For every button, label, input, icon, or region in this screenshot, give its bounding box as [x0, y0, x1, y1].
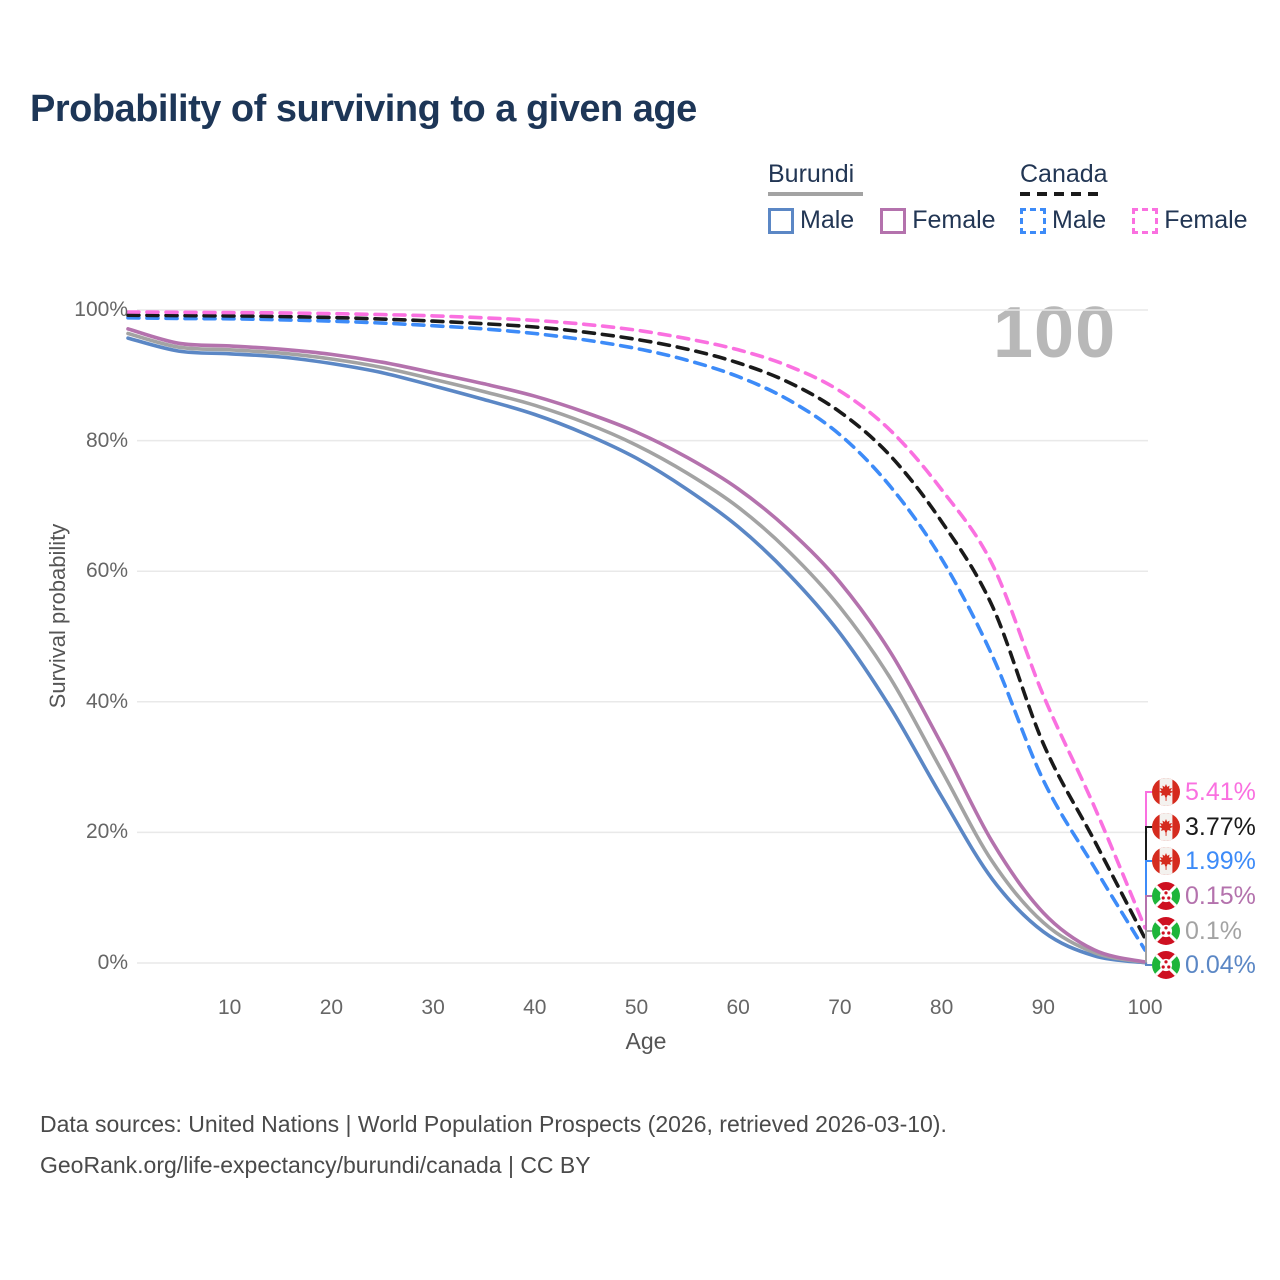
burundi-flag-icon: [1152, 917, 1180, 945]
canada-flag-icon: [1152, 847, 1180, 875]
canada-flag-icon: [1152, 847, 1180, 875]
x-tick-label: 40: [523, 996, 547, 1019]
end-label-leader-burundi-male: [1145, 962, 1152, 966]
chart-title: Probability of surviving to a given age: [30, 88, 697, 130]
x-tick-label: 70: [828, 996, 852, 1019]
end-label-value: 5.41%: [1185, 777, 1256, 806]
burundi-flag-icon: [1152, 882, 1180, 910]
x-tick-label: 50: [624, 996, 649, 1019]
legend-item-label: Female: [912, 206, 996, 234]
burundi-flag-icon: [1152, 917, 1180, 945]
x-axis-title: Age: [625, 1028, 667, 1054]
series-line-canada-both[interactable]: [126, 313, 1147, 941]
burundi-flag-icon: [1152, 951, 1180, 979]
x-tick-label: 60: [726, 996, 750, 1019]
legend-item-label: Male: [800, 206, 855, 234]
canada-flag-icon: [1152, 778, 1180, 806]
legend-country-label: Canada: [1020, 160, 1108, 188]
end-label-canada-female: 5.41%: [1152, 777, 1256, 807]
y-tick-label: 80%: [85, 428, 128, 452]
canada-flag-icon: [1152, 778, 1180, 806]
end-label-burundi-male: 0.04%: [1152, 950, 1256, 980]
legend-group-burundi: Burundi Male Female: [768, 160, 996, 235]
x-tick-label: 30: [421, 996, 445, 1019]
x-tick-label: 20: [319, 996, 344, 1019]
x-tick-label: 90: [1031, 996, 1055, 1019]
legend-item-canada-male[interactable]: Male: [1020, 206, 1106, 235]
burundi-flag-icon: [1152, 882, 1180, 910]
legend-items: Male Female: [768, 206, 996, 235]
y-tick-label: 40%: [85, 689, 128, 713]
end-label-value: 3.77%: [1185, 812, 1256, 841]
legend-group-canada: Canada Male Female: [1020, 160, 1248, 235]
legend-item-label: Female: [1164, 206, 1248, 234]
end-label-value: 0.1%: [1185, 916, 1242, 945]
series-line-canada-female[interactable]: [126, 310, 1147, 930]
legend-item-label: Male: [1052, 206, 1107, 234]
x-tick-label: 80: [929, 996, 954, 1019]
end-label-leader-burundi-both: [1145, 930, 1152, 963]
end-label-burundi-both: 0.1%: [1152, 916, 1242, 946]
legend-country-underline: [768, 192, 863, 196]
y-tick-label: 20%: [85, 820, 128, 844]
end-label-value: 0.15%: [1185, 881, 1256, 910]
end-label-burundi-female: 0.15%: [1152, 881, 1256, 911]
legend-swatch: [880, 207, 907, 234]
y-tick-label: 100%: [74, 298, 128, 321]
series-line-burundi-both[interactable]: [126, 331, 1147, 965]
end-label-canada-both: 3.77%: [1152, 812, 1256, 842]
footer-attribution: GeoRank.org/life-expectancy/burundi/cana…: [40, 1152, 591, 1178]
canada-flag-icon: [1152, 813, 1180, 841]
end-label-value: 0.04%: [1185, 950, 1256, 979]
y-tick-label: 0%: [97, 951, 128, 974]
legend-swatch: [768, 207, 794, 234]
legend-item-canada-female[interactable]: Female: [1132, 206, 1248, 235]
y-tick-label: 60%: [85, 559, 128, 583]
series-line-burundi-male[interactable]: [126, 336, 1147, 965]
age-watermark: 100: [993, 293, 1117, 373]
legend-country-underline: [1020, 192, 1101, 196]
legend-country-label: Burundi: [768, 160, 855, 188]
series-line-burundi-female[interactable]: [126, 327, 1147, 964]
footer-datasource: Data sources: United Nations | World Pop…: [40, 1111, 947, 1137]
x-tick-label: 10: [218, 996, 242, 1019]
canada-flag-icon: [1152, 813, 1180, 841]
legend-item-burundi-male[interactable]: Male: [768, 206, 854, 235]
end-label-value: 1.99%: [1185, 846, 1256, 875]
legend-swatch: [1132, 207, 1159, 234]
footer: Data sources: United Nations | World Pop…: [40, 1104, 947, 1186]
series-line-canada-male[interactable]: [126, 316, 1147, 952]
legend-item-burundi-female[interactable]: Female: [880, 206, 996, 235]
burundi-flag-icon: [1152, 951, 1180, 979]
legend-items: Male Female: [1020, 206, 1248, 235]
x-tick-label: 100: [1127, 996, 1163, 1019]
legend-swatch: [1020, 207, 1046, 234]
end-label-canada-male: 1.99%: [1152, 846, 1256, 876]
